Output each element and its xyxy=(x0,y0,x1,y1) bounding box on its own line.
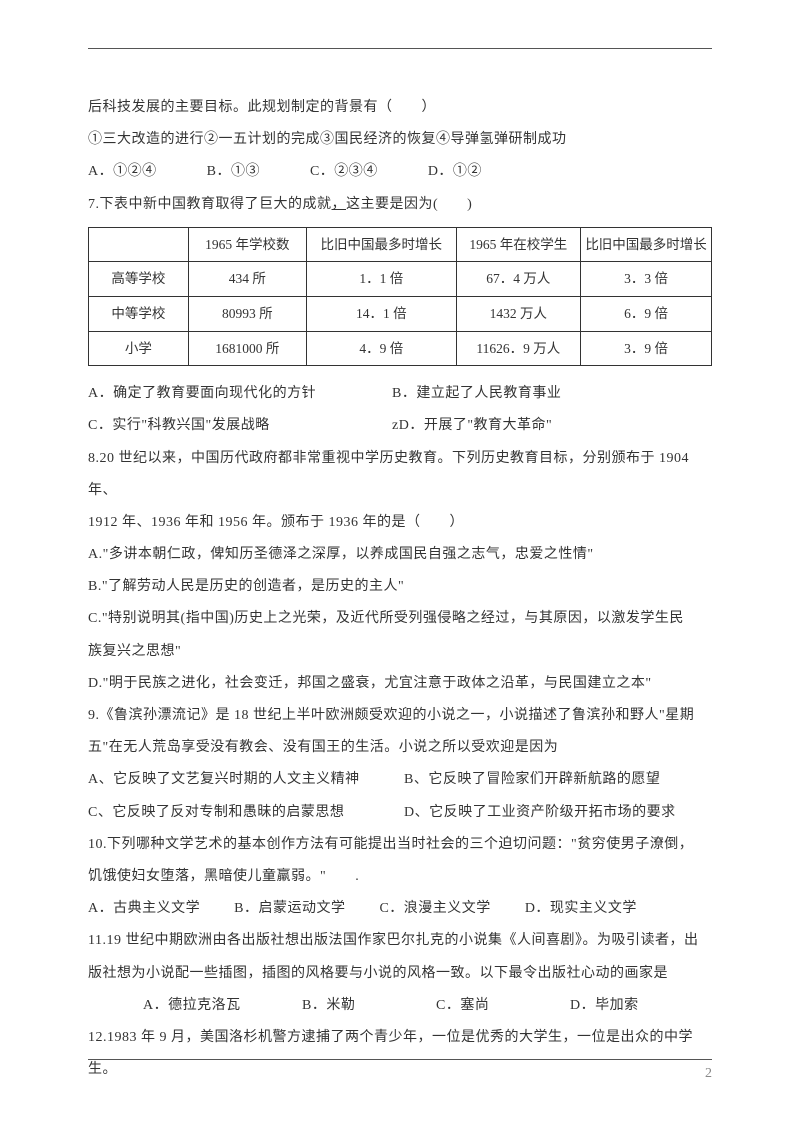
q8-line: 8.20 世纪以来，中国历代政府都非常重视中学历史教育。下列历史教育目标，分别颁… xyxy=(88,443,712,507)
td: 中等学校 xyxy=(89,296,189,331)
q7-options-ab: A．确定了教育要面向现代化的方针 B．建立起了人民教育事业 xyxy=(88,378,712,410)
option-a: A．德拉克洛瓦 xyxy=(143,990,298,1022)
q11-line: 版社想为小说配一些插图，插图的风格要与小说的风格一致。以下最令出版社心动的画家是 xyxy=(88,958,712,990)
td: 67．4 万人 xyxy=(456,262,581,297)
option-d: D、它反映了工业资产阶级开拓市场的要求 xyxy=(404,797,676,829)
option-a: A．确定了教育要面向现代化的方针 xyxy=(88,378,388,410)
table-row: 小学 1681000 所 4．9 倍 11626．9 万人 3．9 倍 xyxy=(89,331,712,366)
q8-c: C."特别说明其(指中国)历史上之光荣，及近代所受列强侵略之经过，与其原因，以激… xyxy=(88,603,712,635)
td: 4．9 倍 xyxy=(307,331,457,366)
table-row: 中等学校 80993 所 14．1 倍 1432 万人 6．9 倍 xyxy=(89,296,712,331)
text-underline: ， xyxy=(332,197,347,212)
td: 高等学校 xyxy=(89,262,189,297)
text: 7.下表中新中国教育取得了巨大的成就 xyxy=(88,197,332,212)
q11-line: 11.19 世纪中期欧洲由各出版社想出版法国作家巴尔扎克的小说集《人间喜剧》。为… xyxy=(88,925,712,957)
top-divider xyxy=(88,48,712,49)
q9-line: 9.《鲁滨孙漂流记》是 18 世纪上半叶欧洲颇受欢迎的小说之一，小说描述了鲁滨孙… xyxy=(88,700,712,732)
q7-stem: 7.下表中新中国教育取得了巨大的成就，这主要是因为( ) xyxy=(88,189,712,221)
q8-d: D."明于民族之进化，社会变迁，邦国之盛衰，尤宜注意于政体之沿革，与民国建立之本… xyxy=(88,668,712,700)
th: 1965 年学校数 xyxy=(188,227,306,262)
td: 6．9 倍 xyxy=(581,296,712,331)
bottom-divider xyxy=(88,1059,712,1060)
option-b: B．启蒙运动文学 xyxy=(234,893,345,925)
td: 小学 xyxy=(89,331,189,366)
option-c: C．实行"科教兴国"发展战略 xyxy=(88,410,388,442)
option-b: B．米勒 xyxy=(302,990,432,1022)
td: 11626．9 万人 xyxy=(456,331,581,366)
option-b: B．建立起了人民教育事业 xyxy=(392,378,561,410)
page-content: 后科技发展的主要目标。此规划制定的背景有（ ） ①三大改造的进行②一五计划的完成… xyxy=(0,0,800,1126)
td: 1432 万人 xyxy=(456,296,581,331)
option-d: zD．开展了"教育大革命" xyxy=(392,410,552,442)
th: 比旧中国最多时增长 xyxy=(581,227,712,262)
q8-a: A."多讲本朝仁政，俾知历圣德泽之深厚，以养成国民自强之志气，忠爱之性情" xyxy=(88,539,712,571)
option-d: D．①② xyxy=(428,156,482,188)
table-header-row: 1965 年学校数 比旧中国最多时增长 1965 年在校学生 比旧中国最多时增长 xyxy=(89,227,712,262)
q8-b: B."了解劳动人民是历史的创造者，是历史的主人" xyxy=(88,571,712,603)
q9-cd: C、它反映了反对专制和愚昧的启蒙思想 D、它反映了工业资产阶级开拓市场的要求 xyxy=(88,797,712,829)
q10-line: 10.下列哪种文学艺术的基本创作方法有可能提出当时社会的三个迫切问题："贫穷使男… xyxy=(88,829,712,861)
q9-line: 五"在无人荒岛享受没有教会、没有国王的生活。小说之所以受欢迎是因为 xyxy=(88,732,712,764)
option-a: A．古典主义文学 xyxy=(88,893,200,925)
td: 3．9 倍 xyxy=(581,331,712,366)
option-d: D．毕加索 xyxy=(570,990,639,1022)
option-a: A、它反映了文艺复兴时期的人文主义精神 xyxy=(88,764,400,796)
education-table: 1965 年学校数 比旧中国最多时增长 1965 年在校学生 比旧中国最多时增长… xyxy=(88,227,712,366)
q8-line: 1912 年、1936 年和 1956 年。颁布于 1936 年的是（ ） xyxy=(88,507,712,539)
td: 1681000 所 xyxy=(188,331,306,366)
text: 这主要是因为( ) xyxy=(346,197,472,212)
option-d: D．现实主义文学 xyxy=(525,893,637,925)
option-c: C．②③④ xyxy=(310,156,378,188)
option-a: A．①②④ xyxy=(88,156,157,188)
text-line: ①三大改造的进行②一五计划的完成③国民经济的恢复④导弹氢弹研制成功 xyxy=(88,124,712,156)
q8-c: 族复兴之思想" xyxy=(88,636,712,668)
th xyxy=(89,227,189,262)
th: 比旧中国最多时增长 xyxy=(307,227,457,262)
td: 1．1 倍 xyxy=(307,262,457,297)
q6-options: A．①②④ B．①③ C．②③④ D．①② xyxy=(88,156,712,188)
td: 434 所 xyxy=(188,262,306,297)
td: 3．3 倍 xyxy=(581,262,712,297)
q7-options-cd: C．实行"科教兴国"发展战略 zD．开展了"教育大革命" xyxy=(88,410,712,442)
table-row: 高等学校 434 所 1．1 倍 67．4 万人 3．3 倍 xyxy=(89,262,712,297)
option-c: C．浪漫主义文学 xyxy=(379,893,490,925)
th: 1965 年在校学生 xyxy=(456,227,581,262)
q10-options: A．古典主义文学 B．启蒙运动文学 C．浪漫主义文学 D．现实主义文学 xyxy=(88,893,712,925)
q10-line: 饥饿使妇女堕落，黑暗使儿童羸弱。" . xyxy=(88,861,712,893)
q12-line: 12.1983 年 9 月，美国洛杉机警方逮捕了两个青少年，一位是优秀的大学生，… xyxy=(88,1022,712,1086)
option-c: C、它反映了反对专制和愚昧的启蒙思想 xyxy=(88,797,400,829)
td: 14．1 倍 xyxy=(307,296,457,331)
option-b: B、它反映了冒险家们开辟新航路的愿望 xyxy=(404,764,660,796)
text-line: 后科技发展的主要目标。此规划制定的背景有（ ） xyxy=(88,92,712,124)
td: 80993 所 xyxy=(188,296,306,331)
option-c: C．塞尚 xyxy=(436,990,566,1022)
q9-ab: A、它反映了文艺复兴时期的人文主义精神 B、它反映了冒险家们开辟新航路的愿望 xyxy=(88,764,712,796)
q11-options: A．德拉克洛瓦 B．米勒 C．塞尚 D．毕加索 xyxy=(88,990,712,1022)
option-b: B．①③ xyxy=(207,156,260,188)
page-number: 2 xyxy=(705,1066,712,1082)
